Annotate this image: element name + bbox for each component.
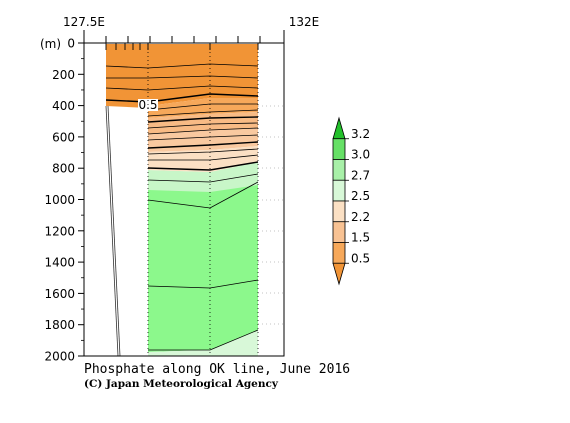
band-deep-green — [148, 168, 258, 352]
y-tick-label: 0 — [67, 37, 75, 51]
colorbar-segment — [332, 138, 346, 160]
band-bottom-pale — [148, 330, 258, 356]
contour-line — [147, 173, 259, 183]
bottom-slope-line — [107, 105, 121, 357]
band-orange-1 — [148, 98, 258, 118]
contour-line — [147, 127, 259, 135]
bathymetry-line — [105, 105, 121, 357]
y-tick-label: 400 — [52, 99, 75, 113]
colorbar-label: 3.2 — [351, 127, 370, 141]
y-tick-label: 200 — [52, 68, 75, 82]
y-tick-label: 2000 — [44, 350, 75, 364]
y-axis-label: (m) — [40, 37, 61, 51]
contour-line — [105, 93, 259, 103]
y-tick-label: 600 — [52, 130, 75, 144]
contour-line — [148, 329, 259, 351]
colorbar-segment — [332, 200, 346, 223]
colorbar-segment — [332, 179, 346, 202]
y-tick-label: 1600 — [44, 287, 75, 301]
colorbar-segment — [332, 159, 346, 181]
bottom-slope-line — [105, 105, 119, 357]
colorbar-segment — [332, 116, 346, 140]
grid-lines — [258, 105, 284, 325]
y-tick-label: 800 — [52, 162, 75, 176]
station-markers — [105, 43, 259, 50]
credit-text: (C) Japan Meteorological Agency — [84, 378, 279, 390]
band-light-green — [148, 162, 258, 192]
colorbar-label: 2.2 — [351, 210, 370, 224]
colorbar-segment — [332, 221, 346, 243]
colorbar-label: 0.5 — [351, 251, 370, 265]
colorbar-segment — [332, 262, 346, 286]
contour-line — [147, 161, 259, 171]
contour-line — [147, 116, 259, 123]
colorbar: 3.2 3.0 2.7 2.5 2.2 1.5 0.5 — [332, 116, 370, 286]
colorbar-label: 3.0 — [351, 148, 370, 162]
y-tick-label: 1800 — [44, 318, 75, 332]
y-tick-label: 1200 — [44, 224, 75, 238]
colorbar-segment — [332, 242, 346, 264]
contour-line — [106, 75, 259, 79]
y-axis: 0 200 400 600 800 1000 1200 1400 1600 1800 2000 — [44, 37, 84, 364]
colorbar-label: 2.7 — [351, 168, 370, 182]
contour-line — [105, 63, 259, 69]
colorbar-label: 1.5 — [351, 231, 370, 245]
band-orange-surface — [106, 44, 258, 108]
colorbar-label: 2.5 — [351, 189, 370, 203]
y-tick-label: 1400 — [44, 256, 75, 270]
x-tick-label: 132E — [289, 15, 320, 29]
chart-title: Phosphate along OK line, June 2016 — [84, 362, 350, 377]
contour-line — [105, 85, 259, 91]
x-tick-label: 127.5E — [63, 15, 105, 29]
top-ticks — [83, 30, 285, 43]
band-orange-4 — [148, 146, 258, 172]
y-tick-label: 1000 — [44, 193, 75, 207]
